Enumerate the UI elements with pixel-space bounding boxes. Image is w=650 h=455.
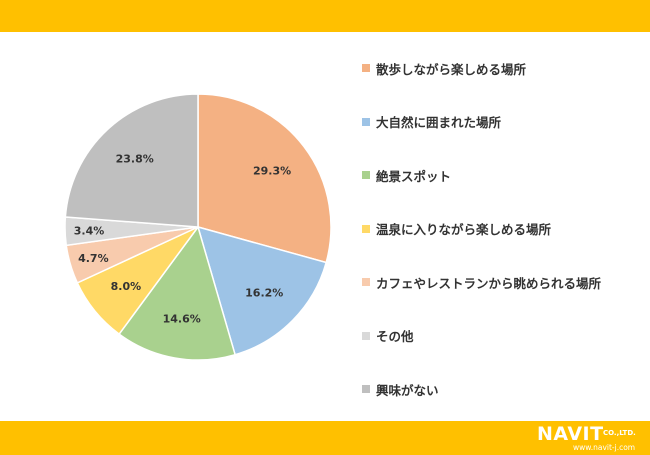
legend-label-0: 散歩しながら楽しめる場所 xyxy=(376,61,527,77)
legend-item-3: 温泉に入りながら楽しめる場所 xyxy=(362,219,551,239)
legend-item-5: その他 xyxy=(362,326,414,346)
legend-swatch-4 xyxy=(362,278,370,286)
legend-item-2: 絶景スポット xyxy=(362,165,451,185)
slice-value-label-2: 14.6% xyxy=(163,313,201,326)
brand-logo: NAVIT CO.,LTD. www.navit-j.com xyxy=(537,424,647,454)
legend-label-6: 興味がない xyxy=(376,382,439,398)
legend-item-4: カフェやレストランから眺められる場所 xyxy=(362,272,601,292)
slice-value-label-5: 3.4% xyxy=(74,224,105,237)
legend-label-3: 温泉に入りながら楽しめる場所 xyxy=(376,222,552,237)
brand-name: NAVIT xyxy=(537,423,604,445)
pie-slice-6 xyxy=(64,93,199,228)
legend-swatch-0 xyxy=(362,64,370,72)
pie-slice-0 xyxy=(197,93,332,264)
legend-item-6: 興味がない xyxy=(362,379,439,399)
brand-suffix: CO.,LTD. xyxy=(603,429,636,437)
pie-chart: 29.3% 16.2% 14.6% 8.0% 4.7% 3.4% 23.8% xyxy=(64,93,332,361)
legend-label-2: 絶景スポット xyxy=(376,168,452,184)
legend-swatch-2 xyxy=(362,171,370,179)
slice-value-label-0: 29.3% xyxy=(253,165,291,178)
legend-swatch-3 xyxy=(362,224,370,233)
bottom-banner xyxy=(0,421,650,455)
legend-item-0: 散歩しながら楽しめる場所 xyxy=(362,58,526,78)
slice-value-label-1: 16.2% xyxy=(245,286,283,299)
legend-label-5: その他 xyxy=(376,329,414,344)
legend-label-1: 大自然に囲まれた場所 xyxy=(376,115,502,130)
legend-swatch-1 xyxy=(362,117,370,126)
slice-value-label-3: 8.0% xyxy=(111,280,142,293)
legend-item-1: 大自然に囲まれた場所 xyxy=(362,112,501,132)
brand-url: www.navit-j.com xyxy=(573,443,636,452)
legend-swatch-5 xyxy=(362,331,370,340)
pie-slice-2 xyxy=(118,225,237,361)
pie-slice-1 xyxy=(196,225,328,356)
slice-value-label-6: 23.8% xyxy=(116,153,154,166)
legend-swatch-6 xyxy=(362,385,370,393)
slice-value-label-4: 4.7% xyxy=(78,252,109,265)
top-banner xyxy=(0,0,650,32)
legend-label-4: カフェやレストランから眺められる場所 xyxy=(376,275,602,291)
